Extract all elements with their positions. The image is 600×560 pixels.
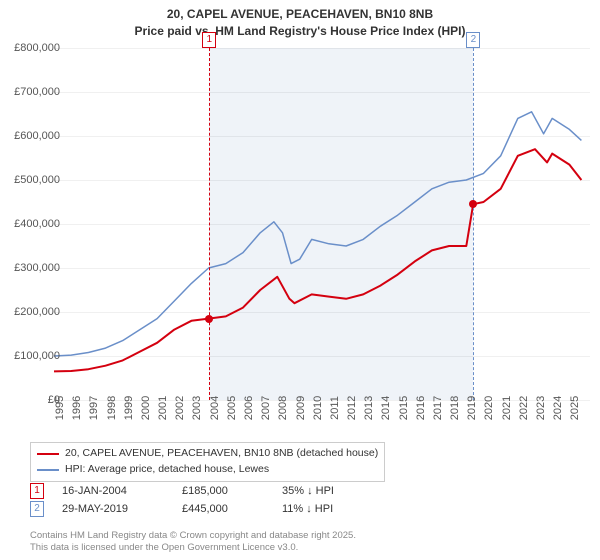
legend-item: HPI: Average price, detached house, Lewe… <box>37 462 378 478</box>
events-table: 1 16-JAN-2004£185,00035% ↓ HPI 2 29-MAY-201… <box>30 482 382 518</box>
event-marker <box>205 315 213 323</box>
x-tick-label: 2011 <box>329 396 341 420</box>
legend-label: HPI: Average price, detached house, Lewe… <box>65 462 269 478</box>
x-tick-label: 2016 <box>415 396 427 420</box>
event-date: 29-MAY-2019 <box>62 503 182 515</box>
footer-line2: This data is licensed under the Open Gov… <box>30 542 356 554</box>
y-tick-label: £600,000 <box>14 130 60 142</box>
x-tick-label: 2025 <box>569 396 581 420</box>
y-tick-label: £400,000 <box>14 218 60 230</box>
footer-line1: Contains HM Land Registry data © Crown c… <box>30 530 356 542</box>
x-tick-label: 2002 <box>174 396 186 420</box>
legend-label: 20, CAPEL AVENUE, PEACEHAVEN, BN10 8NB (… <box>65 446 378 462</box>
event-line <box>209 48 210 400</box>
x-tick-label: 2023 <box>535 396 547 420</box>
title-line1: 20, CAPEL AVENUE, PEACEHAVEN, BN10 8NB <box>0 6 600 23</box>
x-tick-label: 2012 <box>346 396 358 420</box>
x-tick-label: 2009 <box>295 396 307 420</box>
x-tick-label: 2004 <box>209 396 221 420</box>
x-tick-label: 1996 <box>71 396 83 420</box>
y-tick-label: £300,000 <box>14 262 60 274</box>
title-line2: Price paid vs. HM Land Registry's House … <box>0 23 600 40</box>
x-tick-label: 1997 <box>88 396 100 420</box>
x-tick-label: 2006 <box>243 396 255 420</box>
legend-swatch <box>37 469 59 471</box>
legend: 20, CAPEL AVENUE, PEACEHAVEN, BN10 8NB (… <box>30 442 385 482</box>
x-tick-label: 2003 <box>191 396 203 420</box>
footer-attribution: Contains HM Land Registry data © Crown c… <box>30 530 356 554</box>
event-marker <box>469 200 477 208</box>
x-tick-label: 2021 <box>501 396 513 420</box>
x-tick-label: 2015 <box>398 396 410 420</box>
event-line <box>473 48 474 400</box>
series-line <box>54 112 581 356</box>
y-tick-label: £700,000 <box>14 86 60 98</box>
chart-plot-area: 12 <box>54 48 590 400</box>
x-tick-label: 1998 <box>106 396 118 420</box>
event-row: 2 29-MAY-2019£445,00011% ↓ HPI <box>30 500 382 518</box>
x-tick-label: 2000 <box>140 396 152 420</box>
x-tick-label: 2013 <box>363 396 375 420</box>
event-badge: 1 <box>202 32 216 48</box>
y-tick-label: £200,000 <box>14 306 60 318</box>
event-delta: 35% ↓ HPI <box>282 485 382 497</box>
event-badge: 2 <box>466 32 480 48</box>
event-row-badge: 2 <box>30 501 44 517</box>
line-chart-svg <box>54 48 590 400</box>
event-price: £445,000 <box>182 503 282 515</box>
y-tick-label: £100,000 <box>14 350 60 362</box>
x-tick-label: 2001 <box>157 396 169 420</box>
y-tick-label: £500,000 <box>14 174 60 186</box>
x-tick-label: 2014 <box>380 396 392 420</box>
x-tick-label: 2007 <box>260 396 272 420</box>
x-axis-ticks: 1995199619971998199920002001200220032004… <box>54 404 590 444</box>
x-tick-label: 2017 <box>432 396 444 420</box>
x-tick-label: 2022 <box>518 396 530 420</box>
legend-swatch <box>37 453 59 455</box>
x-tick-label: 1995 <box>54 396 66 420</box>
x-tick-label: 2019 <box>466 396 478 420</box>
event-row: 1 16-JAN-2004£185,00035% ↓ HPI <box>30 482 382 500</box>
event-price: £185,000 <box>182 485 282 497</box>
event-date: 16-JAN-2004 <box>62 485 182 497</box>
series-line <box>54 149 581 371</box>
y-tick-label: £800,000 <box>14 42 60 54</box>
x-tick-label: 2024 <box>552 396 564 420</box>
x-tick-label: 1999 <box>123 396 135 420</box>
x-tick-label: 2005 <box>226 396 238 420</box>
chart-title: 20, CAPEL AVENUE, PEACEHAVEN, BN10 8NB P… <box>0 0 600 40</box>
x-tick-label: 2010 <box>312 396 324 420</box>
x-tick-label: 2008 <box>277 396 289 420</box>
legend-item: 20, CAPEL AVENUE, PEACEHAVEN, BN10 8NB (… <box>37 446 378 462</box>
x-tick-label: 2018 <box>449 396 461 420</box>
event-row-badge: 1 <box>30 483 44 499</box>
event-delta: 11% ↓ HPI <box>282 503 382 515</box>
x-tick-label: 2020 <box>483 396 495 420</box>
